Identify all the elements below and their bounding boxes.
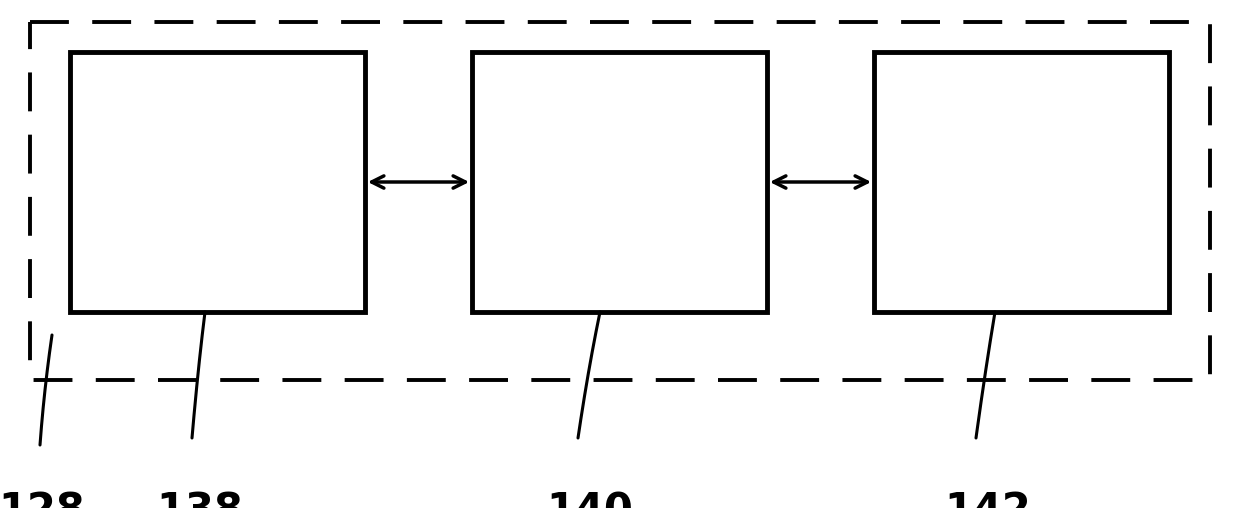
Bar — [472, 52, 768, 312]
Bar — [30, 22, 1210, 380]
Text: 142: 142 — [945, 490, 1032, 508]
Text: 140: 140 — [547, 490, 634, 508]
Bar — [874, 52, 1169, 312]
Text: 138: 138 — [156, 490, 243, 508]
Bar — [69, 52, 365, 312]
Text: 128: 128 — [0, 490, 86, 508]
